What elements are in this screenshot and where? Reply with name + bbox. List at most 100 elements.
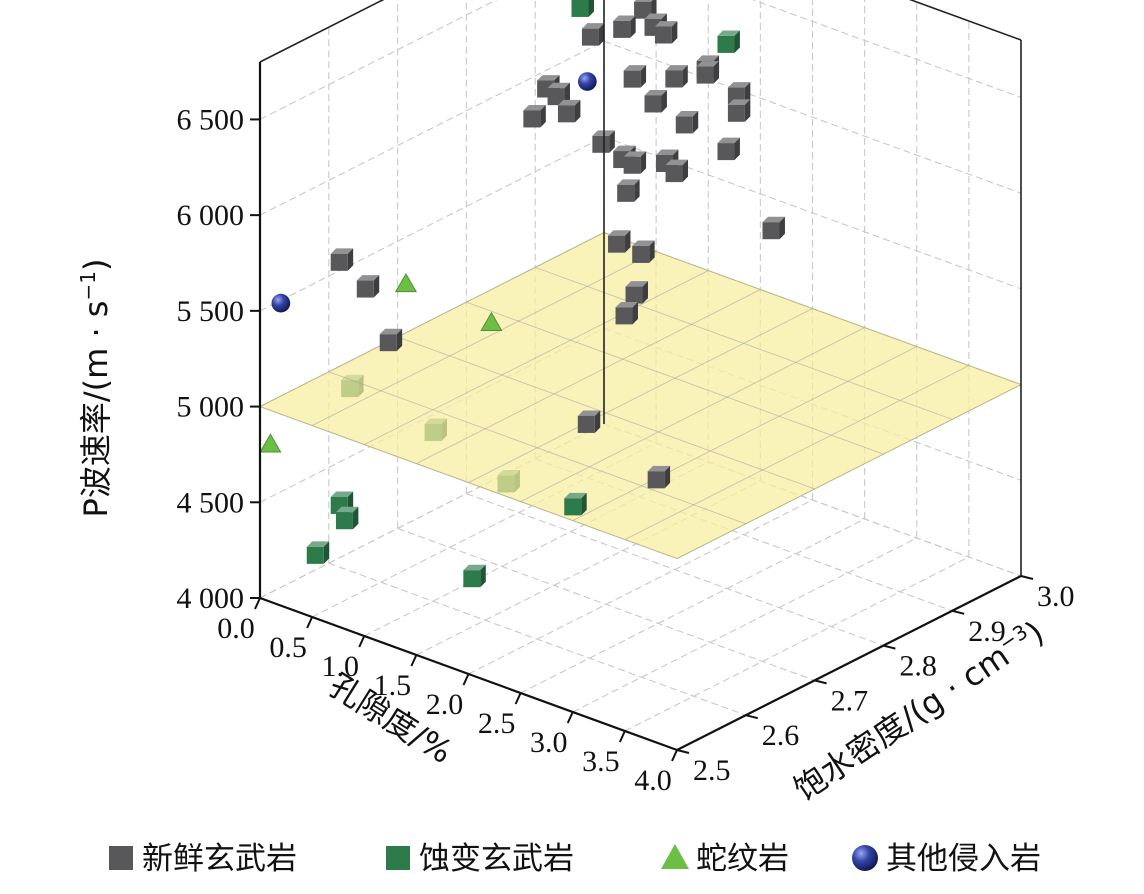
z-tick-label: 5 000	[177, 391, 245, 424]
z-tick-label: 6 500	[177, 103, 245, 136]
y-tick-label: 2.9	[968, 615, 1006, 648]
point-cube	[356, 275, 380, 298]
floor-gridline	[466, 493, 884, 647]
plane-gridline	[397, 336, 815, 490]
plane-gridline	[311, 251, 657, 426]
right-wall-gridline	[603, 136, 1022, 290]
floor-gridline	[624, 556, 970, 732]
point-cube	[615, 301, 638, 325]
floor-gridline	[328, 562, 746, 716]
point-cube	[623, 151, 647, 174]
point-cube	[547, 82, 570, 106]
y-tick-mark	[951, 609, 965, 615]
point-cube	[463, 564, 486, 588]
x-tick-mark	[462, 673, 470, 686]
point-cube	[623, 65, 647, 88]
point-cube	[330, 248, 354, 271]
y-tick-mark	[1020, 575, 1034, 580]
x-tick-label: 1.5	[374, 669, 412, 702]
legend: 新鲜玄武岩 蚀变玄武岩 蛇纹岩 其他侵入岩	[109, 841, 1041, 877]
tick-labels: 4 000 4 500 5 000 5 500 6 000 6 500 0.0 0.5 1.0 1…	[177, 103, 1075, 797]
y-tick-mark	[814, 679, 827, 685]
y-tick-label: 2.5	[693, 754, 731, 787]
y-tick-label: 2.7	[831, 684, 869, 717]
frame-edge	[908, 0, 1022, 41]
x-tick-mark	[254, 597, 261, 610]
x-tick-mark	[358, 635, 366, 648]
point-cube	[577, 410, 601, 433]
point-cube	[335, 506, 359, 530]
left-wall-gridline	[259, 40, 605, 216]
z-tick-label: 4 500	[177, 486, 245, 519]
legend-item: 蚀变玄武岩	[386, 841, 574, 877]
x-tick-label: 2.5	[478, 707, 516, 740]
point-cube	[592, 130, 615, 153]
point-triangle	[259, 433, 282, 453]
point-cube	[762, 216, 785, 240]
legend-label: 新鲜玄武岩	[142, 841, 297, 877]
x-tick-label: 3.5	[582, 745, 620, 778]
x-tick-mark	[306, 616, 314, 629]
plane-gridline	[676, 384, 1022, 559]
point-cube	[379, 328, 403, 352]
legend-label: 蚀变玄武岩	[419, 841, 574, 877]
point-cube	[632, 240, 655, 263]
frame-edge	[259, 0, 385, 63]
left-wall-gridline	[259, 0, 498, 120]
y-tick-label: 2.8	[899, 650, 937, 683]
legend-cube-icon	[109, 846, 133, 870]
point-cube	[617, 179, 640, 202]
y-tick-mark	[745, 714, 759, 720]
y-tick-mark	[676, 749, 690, 754]
right-wall-gridline	[603, 423, 1022, 577]
legend-label: 蛇纹岩	[696, 841, 789, 877]
z-axis-title: P波速率/(m · s−1)	[76, 259, 115, 518]
x-tick-label: 2.0	[426, 688, 464, 721]
x-tick-mark	[410, 654, 418, 667]
x-tick-label: 3.0	[530, 726, 568, 759]
x-tick-label: 0.0	[217, 612, 255, 645]
point-cube	[571, 0, 594, 17]
plane-gridline	[468, 308, 813, 483]
point-cube	[665, 65, 688, 88]
floor-gridline	[397, 527, 815, 681]
legend-triangle-icon	[661, 844, 689, 869]
point-cube	[675, 110, 699, 134]
legend-sphere-icon	[852, 845, 878, 871]
point-cube	[608, 230, 631, 253]
y-axis-title: 饱水密度/(g · cm−3)	[786, 612, 1051, 808]
x-tick-mark	[566, 711, 574, 724]
point-cube	[644, 90, 667, 113]
x-tick-mark	[671, 749, 678, 762]
legend-cube-icon	[386, 846, 410, 870]
y-tick-label: 3.0	[1037, 580, 1075, 613]
y-tick-mark	[883, 644, 896, 650]
point-cube	[613, 15, 636, 38]
plane-gridline	[328, 371, 746, 525]
legend-item: 蛇纹岩	[661, 841, 789, 877]
point-cube	[665, 159, 688, 183]
point-cube	[564, 492, 587, 516]
floor-gridline	[468, 499, 813, 675]
x-tick-label: 1.0	[322, 650, 360, 683]
y-tick-label: 2.6	[762, 719, 800, 752]
plane-gridline	[466, 301, 884, 455]
plane-gridline	[416, 289, 761, 464]
legend-item: 新鲜玄武岩	[109, 841, 297, 877]
point-cube	[727, 99, 751, 122]
z-tick-label: 4 000	[177, 582, 245, 615]
point-triangle	[480, 311, 503, 331]
floor-gridline	[520, 518, 865, 694]
point-cube	[717, 137, 740, 161]
point-cube	[557, 99, 581, 123]
left-wall-gridline	[259, 136, 605, 312]
point-sphere	[577, 72, 597, 91]
point-cube	[625, 281, 648, 304]
x-tick-label: 0.5	[269, 631, 307, 664]
point-cube	[654, 21, 678, 44]
z-tick-label: 6 000	[177, 199, 245, 232]
right-wall-gridline	[752, 0, 1022, 98]
plane-gridline	[259, 232, 605, 407]
plane-gridline	[572, 346, 917, 521]
